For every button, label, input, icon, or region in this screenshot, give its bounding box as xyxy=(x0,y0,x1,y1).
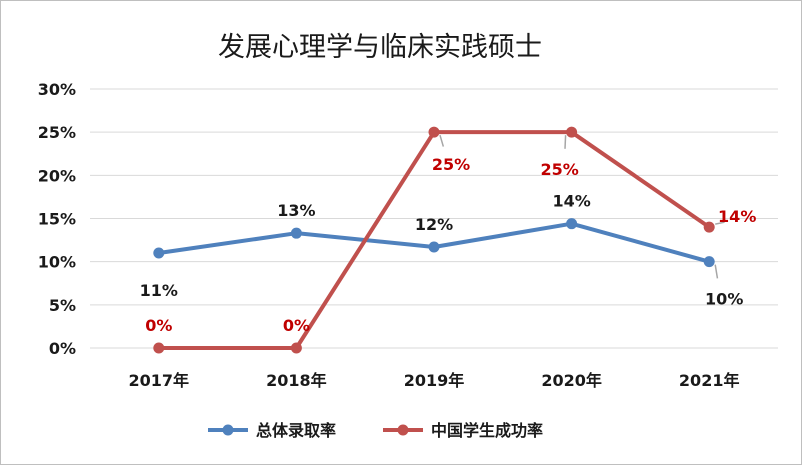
data-label: 14% xyxy=(552,192,590,211)
x-tick-label: 2018年 xyxy=(266,371,327,390)
y-tick-label: 5% xyxy=(49,296,76,315)
y-tick-label: 10% xyxy=(38,253,76,272)
x-tick-label: 2020年 xyxy=(541,371,602,390)
legend-swatch-marker xyxy=(397,424,409,436)
x-axis-ticks: 2017年 2018年 2019年 2020年 2021年 xyxy=(129,371,740,390)
data-point xyxy=(153,342,165,354)
label-leader-line xyxy=(439,134,445,147)
x-tick-label: 2021年 xyxy=(679,371,740,390)
label-leader-line xyxy=(564,135,567,149)
legend: 总体录取率 中国学生成功率 xyxy=(208,421,543,440)
data-point xyxy=(566,126,578,138)
y-tick-label: 30% xyxy=(38,80,76,99)
data-label: 0% xyxy=(145,316,172,335)
y-tick-label: 15% xyxy=(38,210,76,229)
y-tick-label: 25% xyxy=(38,123,76,142)
series-group xyxy=(153,126,715,354)
data-point xyxy=(703,221,715,233)
data-point xyxy=(566,218,578,230)
data-label: 13% xyxy=(277,201,315,220)
chart-title: 发展心理学与临床实践硕士 xyxy=(218,32,542,63)
y-tick-label: 0% xyxy=(49,339,76,358)
data-label: 25% xyxy=(540,160,578,179)
data-label: 12% xyxy=(415,215,453,234)
data-labels: 11% 13% 12% 14% 10% 0% 0% 25% 25% 14% xyxy=(140,134,756,335)
y-tick-label: 20% xyxy=(38,166,76,185)
legend-swatch-marker xyxy=(222,424,234,436)
label-leader-line xyxy=(715,221,725,225)
data-point xyxy=(153,247,165,259)
legend-label: 总体录取率 xyxy=(256,421,336,440)
data-label: 0% xyxy=(283,316,310,335)
data-point xyxy=(428,126,440,138)
data-point xyxy=(290,342,302,354)
data-label: 14% xyxy=(718,207,756,226)
y-axis-ticks: 0% 5% 10% 15% 20% 25% 30% xyxy=(38,80,76,358)
x-tick-label: 2017年 xyxy=(129,371,190,390)
label-leader-line xyxy=(714,264,719,279)
data-label: 11% xyxy=(140,281,178,300)
data-label: 10% xyxy=(705,290,743,309)
data-point xyxy=(290,227,302,239)
data-point xyxy=(703,256,715,268)
x-tick-label: 2019年 xyxy=(404,371,465,390)
data-label: 25% xyxy=(432,155,470,174)
legend-label: 中国学生成功率 xyxy=(431,421,543,440)
data-point xyxy=(428,241,440,253)
